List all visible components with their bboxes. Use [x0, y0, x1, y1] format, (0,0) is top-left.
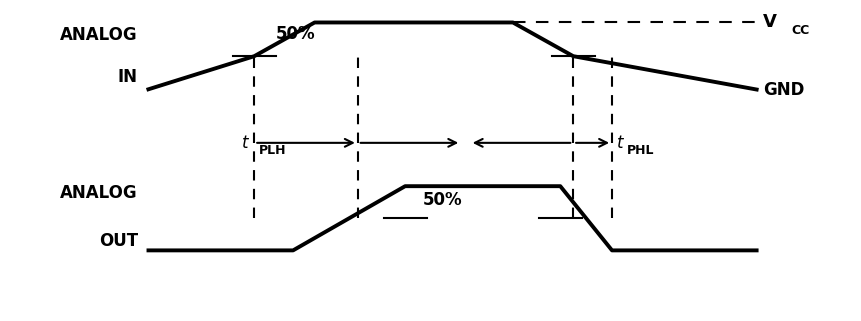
Text: $\mathit{t}$: $\mathit{t}$: [616, 134, 624, 152]
Text: PLH: PLH: [258, 144, 286, 157]
Text: IN: IN: [118, 68, 138, 86]
Text: 50%: 50%: [276, 25, 315, 43]
Text: PHL: PHL: [626, 144, 653, 157]
Text: 50%: 50%: [422, 191, 461, 209]
Text: $\mathit{t}$: $\mathit{t}$: [241, 134, 250, 152]
Text: CC: CC: [790, 24, 808, 37]
Text: OUT: OUT: [99, 232, 138, 250]
Text: V: V: [762, 13, 776, 31]
Text: GND: GND: [762, 81, 803, 99]
Text: ANALOG: ANALOG: [60, 184, 138, 202]
Text: ANALOG: ANALOG: [60, 26, 138, 44]
